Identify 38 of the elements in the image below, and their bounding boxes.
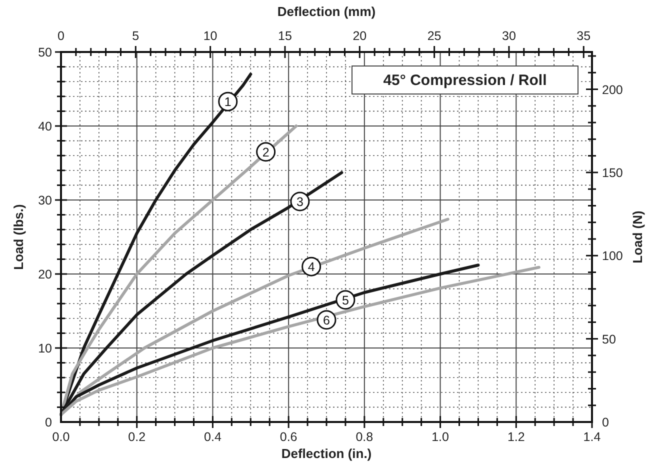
annotation: 3 bbox=[296, 194, 304, 209]
x2-tick-label: 30 bbox=[502, 29, 516, 43]
annotation: 4 bbox=[308, 260, 315, 274]
x2-tick-label: 35 bbox=[576, 29, 591, 43]
x-tick-label: 0.8 bbox=[356, 430, 374, 444]
y-tick-label: 50 bbox=[38, 46, 52, 60]
y2-tick-label: 0 bbox=[602, 416, 609, 430]
x2-tick-label: 0 bbox=[58, 29, 65, 43]
x-tick-label: 0.6 bbox=[280, 430, 298, 444]
y-tick-label: 40 bbox=[38, 120, 52, 134]
x-tick-label: 1.2 bbox=[507, 430, 525, 444]
y-tick-label: 10 bbox=[38, 342, 52, 356]
x-tick-label: 0.2 bbox=[128, 430, 146, 444]
annotation: 5 bbox=[342, 293, 349, 308]
annotation: 6 bbox=[323, 313, 330, 328]
x-tick-label: 1.4 bbox=[583, 430, 601, 444]
y-axis-title: Load (lbs.) bbox=[11, 204, 26, 270]
x2-tick-label: 20 bbox=[352, 29, 367, 43]
y2-axis-title: Load (N) bbox=[630, 210, 645, 264]
x2-tick-label: 5 bbox=[132, 29, 140, 43]
y-tick-label: 20 bbox=[38, 268, 52, 282]
annotation: 1 bbox=[224, 95, 232, 110]
x2-tick-label: 15 bbox=[278, 29, 292, 43]
x-tick-label: 0.4 bbox=[204, 430, 222, 444]
y2-tick-label: 200 bbox=[602, 82, 623, 97]
x2-tick-label: 25 bbox=[427, 29, 442, 43]
x-tick-label: 1.0 bbox=[432, 430, 450, 444]
title-box: 45° Compression / Roll bbox=[352, 66, 578, 94]
y-tick-label: 0 bbox=[45, 416, 52, 430]
y2-tick-label: 150 bbox=[602, 166, 623, 180]
x-tick-label: 0.0 bbox=[52, 430, 70, 444]
x2-tick-label: 10 bbox=[203, 29, 218, 43]
x-axis-title: Deflection (in.) bbox=[281, 446, 372, 461]
y-tick-label: 30 bbox=[38, 194, 52, 208]
y2-tick-label: 50 bbox=[602, 332, 616, 346]
y2-tick-label: 100 bbox=[602, 249, 623, 264]
x2-axis-title: Deflection (mm) bbox=[277, 4, 376, 19]
annotation: 2 bbox=[262, 145, 270, 160]
